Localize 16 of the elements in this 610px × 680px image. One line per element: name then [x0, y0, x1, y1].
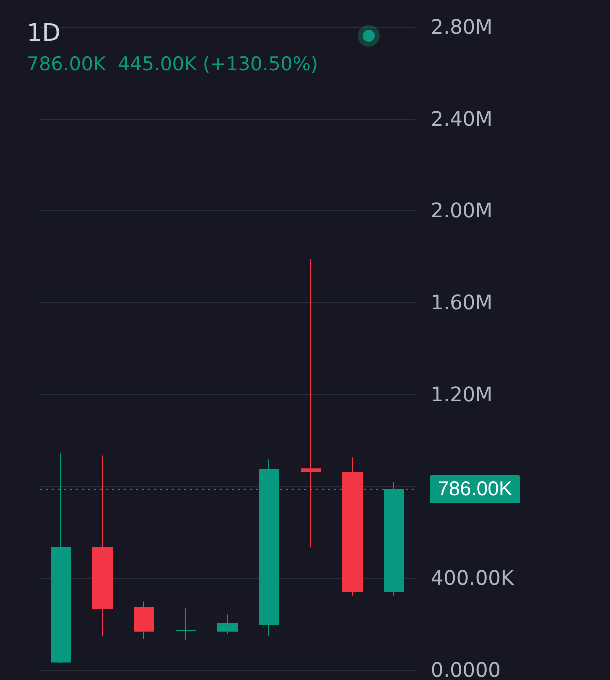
text: 786.00K 445.00K (+130.50%) [27, 54, 318, 76]
candlestick [134, 601, 154, 640]
y-tick-label: 1.20M [431, 382, 493, 406]
y-tick-label: 400.00K [431, 566, 515, 590]
candlestick [217, 614, 238, 635]
y-tick-label: 1.60M [431, 290, 493, 315]
candlestick [301, 258, 321, 548]
y-tick-label: 2.40M [431, 106, 493, 131]
candlestick [176, 608, 196, 641]
ref-line-label: 786.00K [438, 478, 514, 500]
y-tick-label: 2.00M [431, 198, 493, 223]
chart-title: 1D [27, 19, 61, 47]
candlestick [342, 457, 363, 596]
y-tick-label: 0.0000 [431, 658, 501, 680]
candlestick [92, 455, 113, 637]
y-tick-label: 2.80M [431, 15, 493, 39]
